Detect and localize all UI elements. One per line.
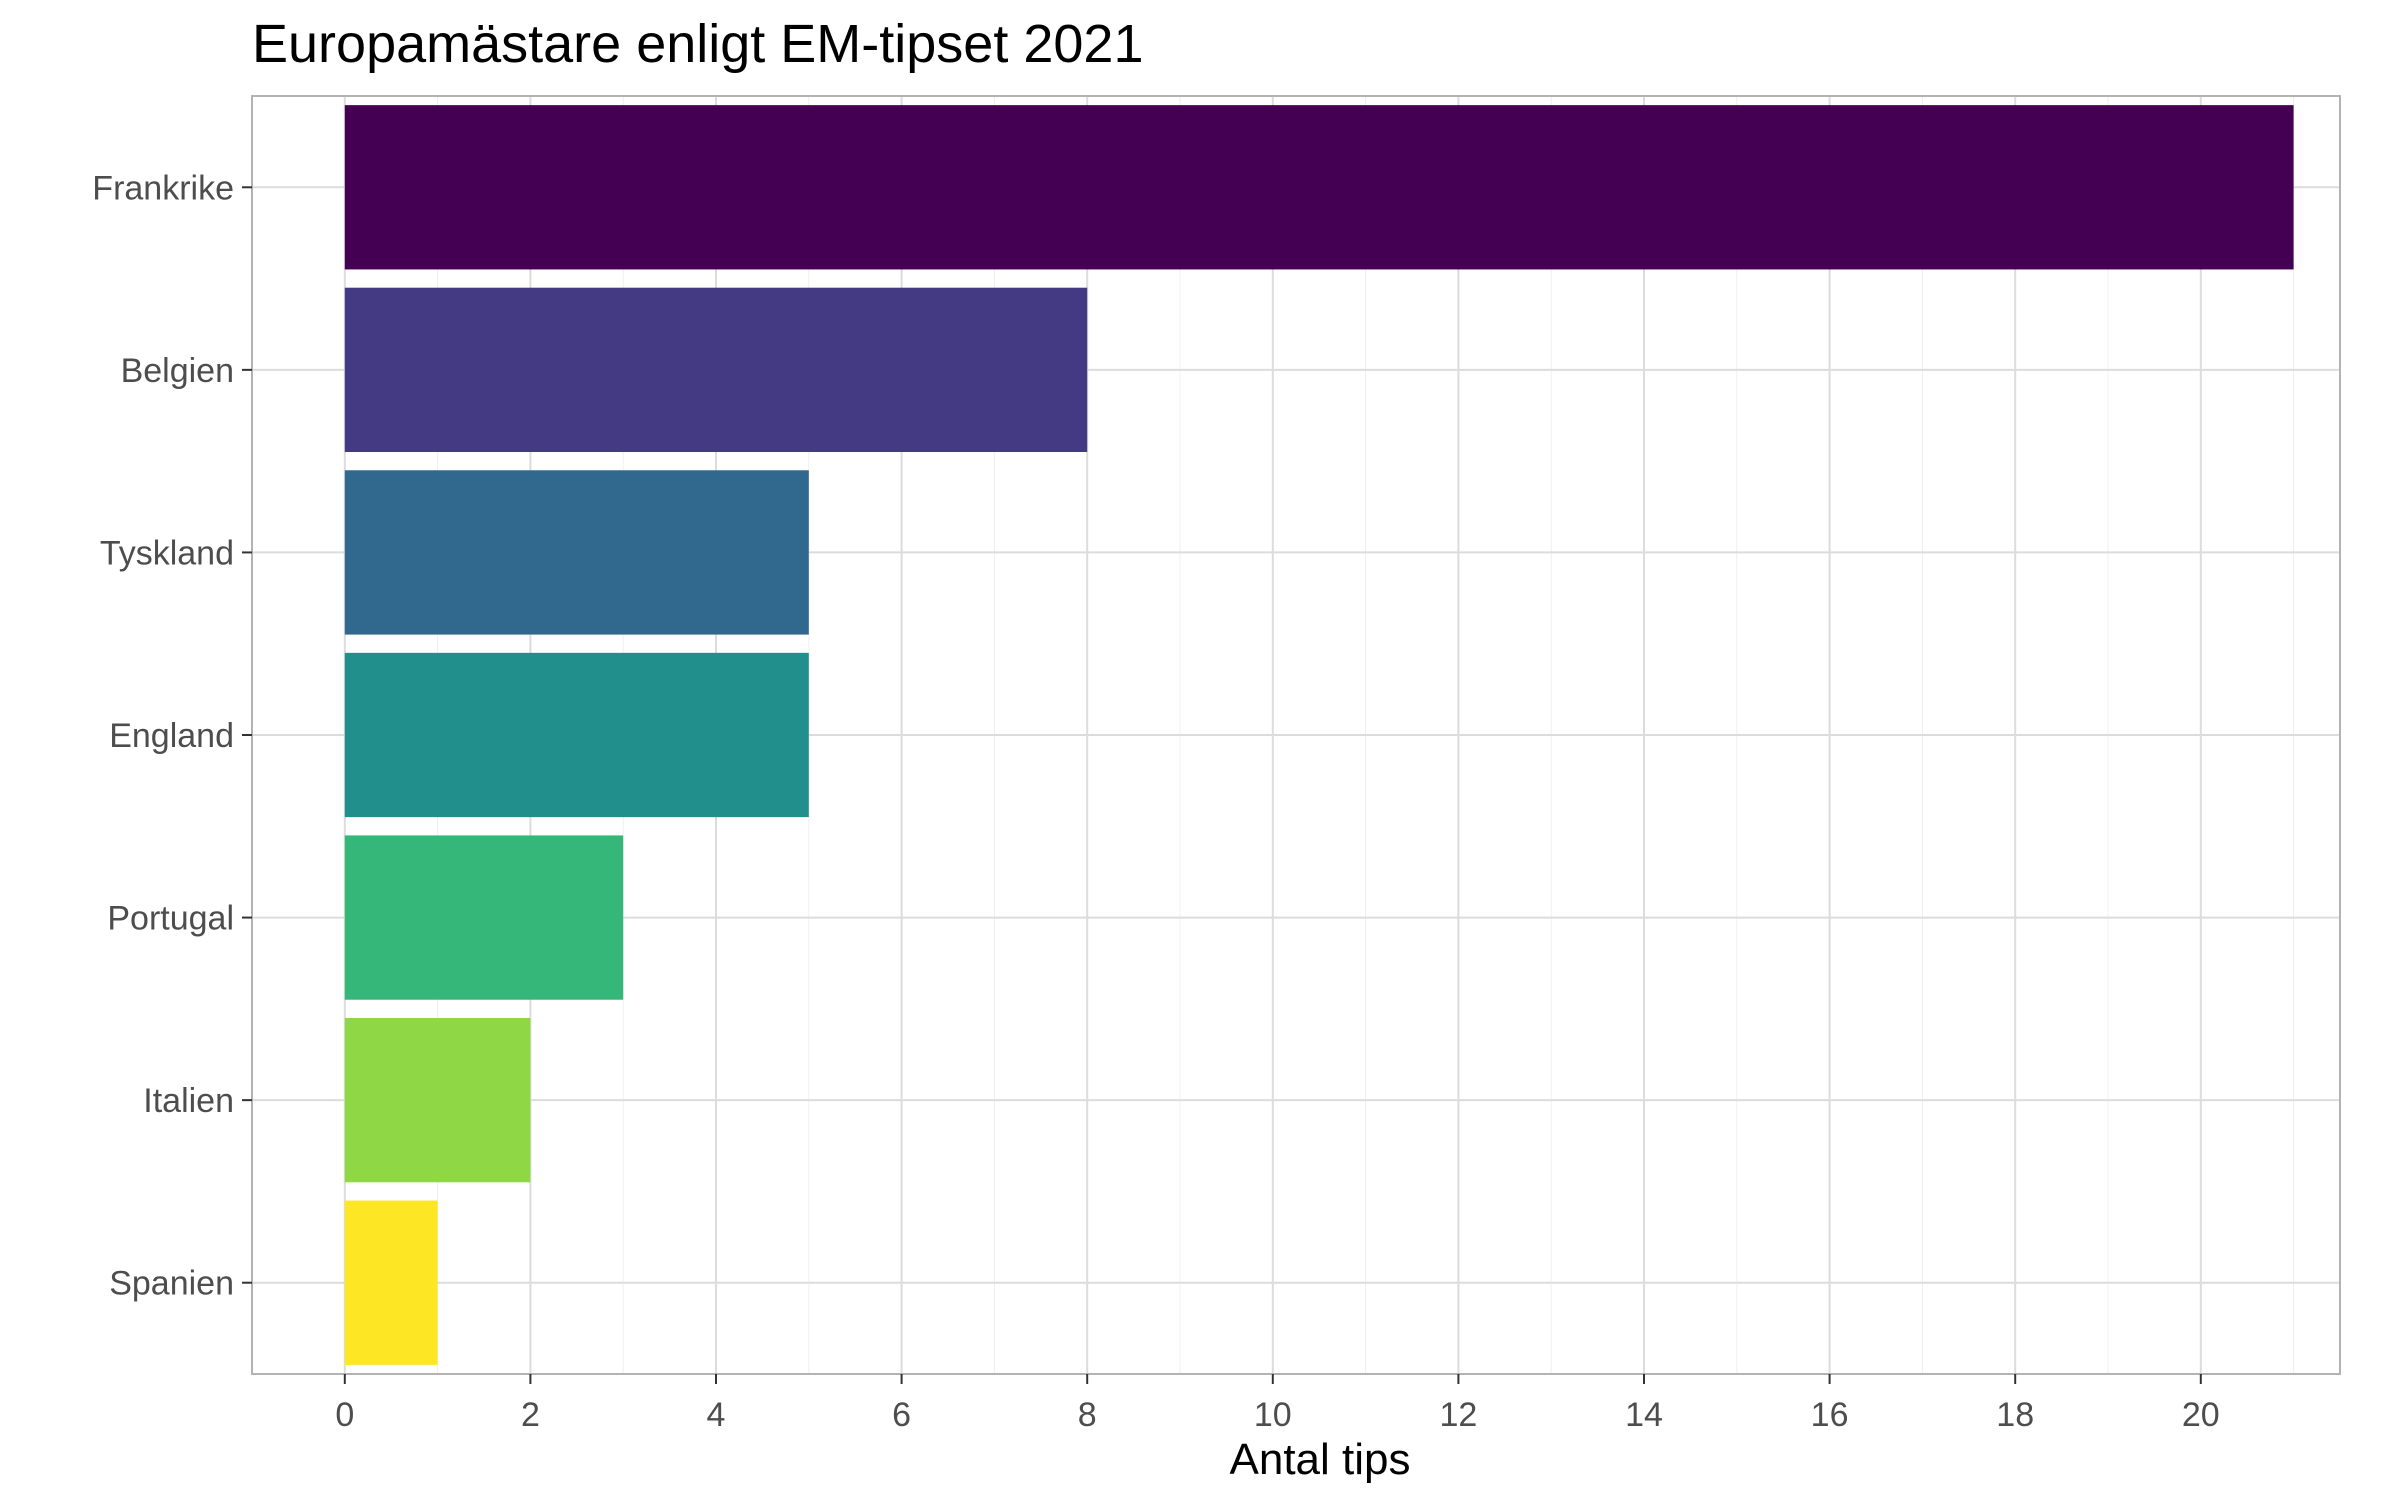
x-tick-label: 14: [1625, 1396, 1663, 1434]
x-tick-label: 4: [707, 1396, 726, 1434]
bar: [344, 652, 809, 818]
x-axis-title: Antal tips: [1230, 1435, 1411, 1484]
bars: [344, 105, 2294, 1365]
y-tick-label: England: [109, 717, 234, 755]
x-tick-label: 0: [335, 1396, 354, 1434]
x-tick-label: 16: [1811, 1396, 1849, 1434]
y-tick-label: Portugal: [107, 900, 234, 938]
x-tick-label: 18: [1996, 1396, 2034, 1434]
x-tick-label: 12: [1439, 1396, 1477, 1434]
y-axis: Frankrike Belgien Tyskland England Portugal I…: [92, 169, 252, 1303]
y-tick-label: Frankrike: [92, 169, 234, 207]
bar: [344, 835, 624, 1000]
y-tick-label: Spanien: [109, 1265, 234, 1303]
x-tick-label: 10: [1254, 1396, 1292, 1434]
bar: [344, 470, 809, 635]
bar: [344, 287, 1088, 453]
bar: [344, 105, 2294, 270]
bar: [344, 1200, 438, 1365]
x-axis: 0 2 4 6 8 10 12 14 16 18 20: [335, 1374, 2220, 1434]
y-tick-label: Tyskland: [100, 534, 234, 572]
x-tick-label: 20: [2182, 1396, 2220, 1434]
bar: [344, 1017, 531, 1183]
x-tick-label: 8: [1078, 1396, 1097, 1434]
x-tick-label: 6: [892, 1396, 911, 1434]
x-tick-label: 2: [521, 1396, 540, 1434]
chart-title: Europamästare enligt EM-tipset 2021: [252, 14, 1143, 74]
y-tick-label: Italien: [143, 1082, 234, 1120]
y-tick-label: Belgien: [121, 352, 234, 390]
